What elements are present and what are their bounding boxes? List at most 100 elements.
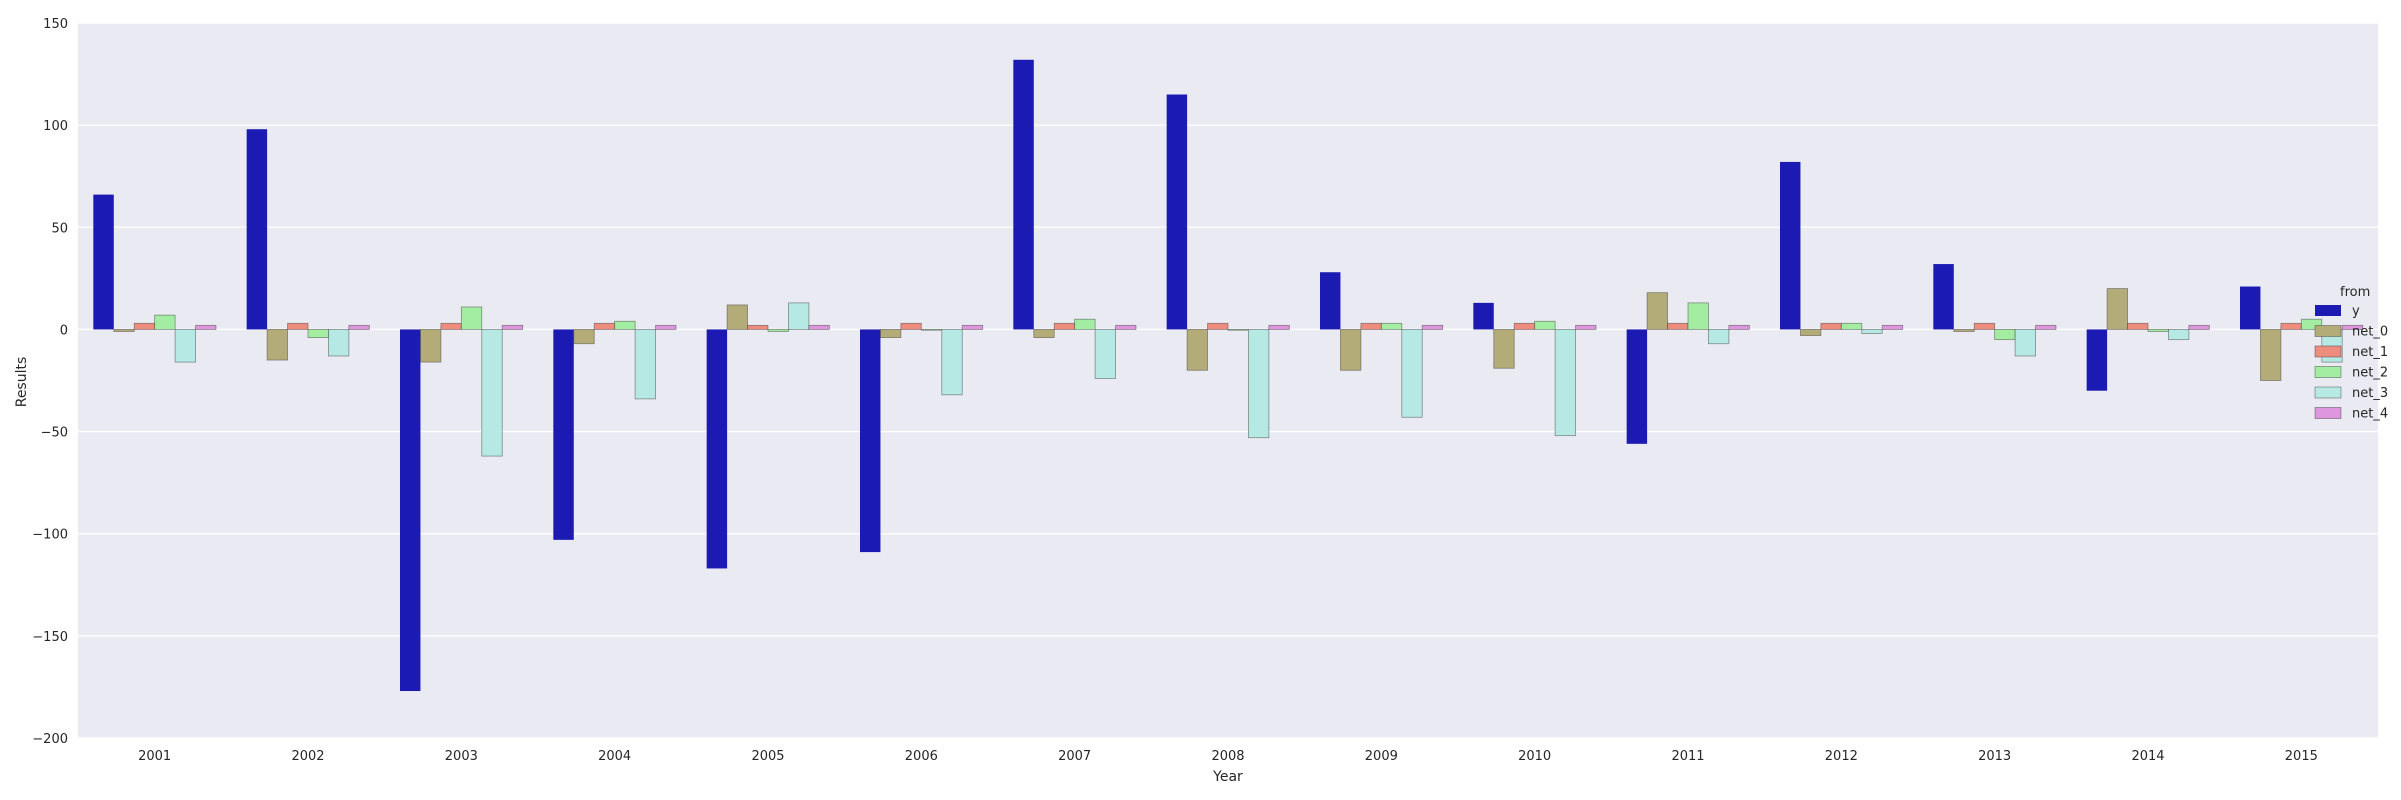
bar-net_4-2007 [1115,324,1137,330]
bar-net_3-2003 [481,329,503,457]
bar-net_1-2012 [1820,322,1842,330]
bar-net_4-2010 [1575,324,1597,330]
bar-net_0-2003 [420,329,442,363]
x-tick-label: 2014 [2131,749,2164,764]
bar-net_2-2009 [1380,322,1403,330]
bar-net_0-2014 [2106,288,2128,330]
bar-net_2-2008 [1227,329,1249,331]
legend: from y net_0 net_1 net_2 net_3 net_4 [2314,285,2388,422]
bar-net_1-2014 [2127,322,2149,330]
bar-net_3-2008 [1248,329,1270,439]
bar-y-2005 [706,329,728,569]
legend-label-net_0: net_0 [2352,325,2388,340]
legend-label-net_4: net_4 [2352,407,2388,422]
bar-y-2004 [553,329,574,540]
y-tick-label: −150 [32,630,68,645]
bars [93,59,2364,692]
bar-y-2003 [400,329,421,692]
bar-net_0-2005 [726,304,748,330]
x-tick-label: 2002 [291,749,324,764]
bar-net_0-2001 [113,329,135,332]
bar-net_3-2013 [2014,329,2036,357]
bar-net_0-2015 [2260,329,2282,381]
bar-net_1-2001 [133,322,156,330]
bar-net_2-2014 [2147,329,2169,332]
legend-swatch-net_1 [2314,345,2342,358]
y-tick-label: −50 [41,426,68,441]
bar-net_3-2012 [1861,329,1883,334]
bar-net_3-2014 [2168,329,2190,341]
bar-y-2001 [93,194,114,330]
x-tick-label: 2013 [1978,749,2011,764]
bar-net_3-2009 [1401,329,1423,418]
bar-net_2-2007 [1074,318,1096,330]
bar-y-2007 [1013,59,1034,330]
bar-net_0-2006 [880,329,902,338]
bar-net_0-2007 [1033,329,1055,338]
bar-net_2-2001 [154,314,176,330]
bar-y-2011 [1626,329,1648,444]
legend-swatch-net_4 [2314,407,2342,419]
bar-net_2-2003 [460,306,483,330]
bar-y-2010 [1473,302,1494,330]
bar-net_1-2005 [747,324,769,330]
y-tick-label: −200 [32,732,68,747]
bar-net_1-2015 [2280,322,2302,330]
bar-net_0-2013 [1953,329,1975,332]
x-tick-label: 2010 [1518,749,1551,764]
y-tick-label: −100 [32,528,68,543]
bar-net_4-2003 [501,324,524,330]
bar-net_0-2008 [1186,329,1208,371]
bar-net_4-2001 [195,324,217,330]
y-tick-label: 0 [60,323,68,338]
x-tick-label: 2011 [1671,749,1704,764]
bar-net_2-2015 [2300,318,2323,330]
bar-y-2002 [246,129,268,330]
bar-net_3-2011 [1708,329,1730,345]
bar-net_0-2002 [266,329,288,361]
bar-net_2-2012 [1840,322,1863,330]
bar-net_3-2006 [941,329,963,396]
bar-net_1-2002 [287,322,309,330]
bar-net_1-2011 [1667,322,1689,330]
bar-net_0-2009 [1340,329,1362,371]
bar-y-2008 [1166,94,1188,330]
bar-net_2-2010 [1534,320,1556,330]
legend-swatch-net_3 [2314,386,2342,399]
bar-y-2014 [2086,329,2108,391]
x-tick-label: 2015 [2285,749,2318,764]
x-axis-label: Year [1212,769,1243,785]
bar-y-2009 [1320,272,1341,330]
bar-net_4-2012 [1881,324,1904,330]
legend-label-y: y [2352,304,2360,319]
bar-net_1-2008 [1207,322,1229,330]
y-tick-label: 50 [51,221,68,236]
bar-net_4-2013 [2035,324,2057,330]
legend-swatch-y [2315,305,2341,316]
bar-y-2006 [860,329,881,553]
bar-net_3-2004 [634,329,656,400]
x-tick-label: 2007 [1058,749,1091,764]
bar-net_0-2012 [1800,329,1822,336]
bar-net_0-2004 [573,329,595,345]
bar-net_2-2005 [767,329,789,332]
x-tick-label: 2003 [445,749,478,764]
bar-net_2-2011 [1687,302,1709,330]
bar-net_1-2006 [900,322,922,330]
x-tick-label: 2001 [138,749,171,764]
bar-y-2015 [2240,286,2261,330]
bar-net_1-2004 [593,322,616,330]
bar-net_4-2006 [961,324,984,330]
x-tick-label: 2006 [905,749,938,764]
bar-net_4-2004 [655,324,677,330]
bar-net_1-2009 [1360,322,1382,330]
bar-net_2-2004 [614,320,636,330]
bar-net_1-2007 [1053,322,1076,330]
bar-net_2-2013 [1994,329,2016,341]
bar-net_3-2007 [1094,329,1116,379]
bar-net_2-2006 [920,329,943,331]
bar-net_0-2011 [1646,292,1668,330]
x-tick-label: 2005 [751,749,784,764]
x-tick-label: 2012 [1825,749,1858,764]
